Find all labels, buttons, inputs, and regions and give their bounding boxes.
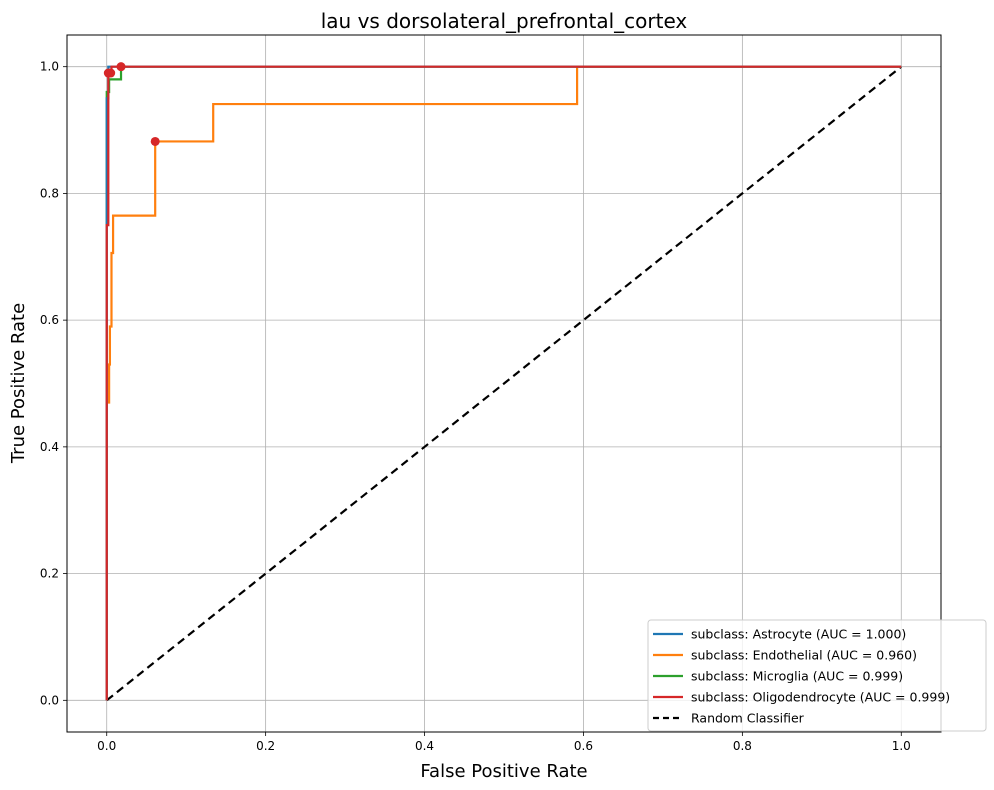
legend-label-3: subclass: Oligodendrocyte (AUC = 0.999)	[691, 690, 950, 705]
y-tick-label: 0.2	[40, 567, 59, 581]
series-line-4	[106, 65, 902, 702]
legend-box	[647, 619, 987, 732]
threshold-marker-2	[106, 68, 116, 78]
legend-label-4: Random Classifier	[691, 711, 805, 726]
x-axis-ticks: 0.0 0.2 0.4 0.6 0.8 1.0	[97, 732, 911, 753]
y-axis-label: True Positive Rate	[8, 303, 29, 464]
y-axis-ticks: 0.0 0.2 0.4 0.6 0.8 1.0	[40, 60, 67, 707]
chart-title: lau vs dorsolateral_prefrontal_cortex	[321, 9, 688, 33]
y-tick-label: 0.6	[40, 313, 59, 327]
y-tick-label: 0.8	[40, 186, 59, 200]
x-tick-label: 1.0	[892, 739, 911, 753]
series-line-1	[105, 65, 902, 701]
threshold-marker-3	[116, 62, 126, 72]
legend: subclass: Astrocyte (AUC = 1.000) subclas…	[647, 619, 987, 732]
y-tick-label: 0.4	[40, 440, 59, 454]
x-tick-label: 0.8	[733, 739, 752, 753]
plot-frame	[66, 34, 942, 733]
x-tick-label: 0.2	[256, 739, 275, 753]
threshold-markers	[103, 62, 160, 146]
grid	[67, 35, 941, 732]
legend-label-1: subclass: Endothelial (AUC = 0.960)	[691, 648, 917, 663]
y-tick-label: 0.0	[40, 693, 59, 707]
legend-label-2: subclass: Microglia (AUC = 0.999)	[691, 669, 903, 684]
y-tick-label: 1.0	[40, 60, 59, 74]
legend-label-0: subclass: Astrocyte (AUC = 1.000)	[691, 627, 906, 642]
x-tick-label: 0.6	[574, 739, 593, 753]
x-tick-label: 0.0	[97, 739, 116, 753]
threshold-marker-1	[150, 136, 160, 146]
x-axis-label: False Positive Rate	[420, 761, 587, 782]
x-tick-label: 0.4	[415, 739, 434, 753]
